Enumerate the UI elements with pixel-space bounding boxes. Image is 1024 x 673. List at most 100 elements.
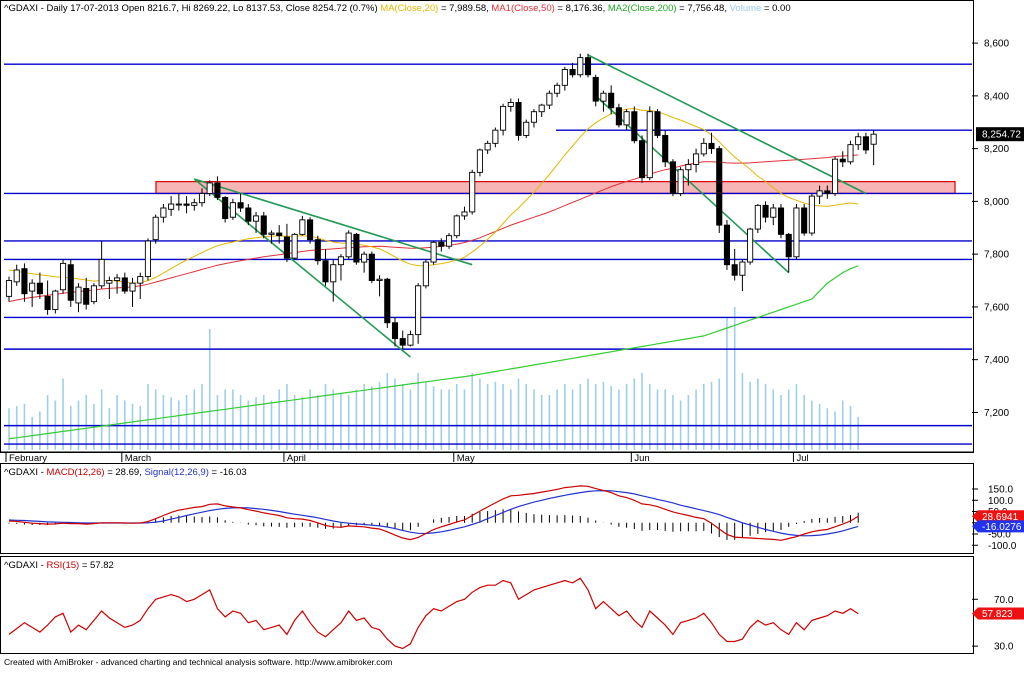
volume-bar [15,406,18,450]
candle-body [808,195,815,234]
volume-bar [834,411,836,450]
volume-bar [131,403,134,450]
volume-bar [8,408,10,450]
volume-bar [216,395,219,450]
volume-bar [317,395,319,450]
volume-bar [787,389,790,450]
volume-bar [185,395,188,450]
volume-bar [826,408,829,450]
candle-body [268,232,275,235]
candle-body [445,235,453,247]
candle-body [484,142,491,151]
volume-bar [255,397,257,450]
volume-bar [193,389,196,450]
signal-label: Signal(12,26,9) [144,467,208,478]
candle-body [361,253,368,263]
volume-bar [687,395,690,450]
candle-body [283,236,290,259]
rsi-label: RSI(15) [46,560,79,571]
month-label: May [457,453,475,464]
volume-bar [69,406,72,450]
candle-body [762,204,769,218]
candle-body [168,203,175,210]
macd-title: ^GDAXI - MACD(12,26) = 28.69, Signal(12,… [4,467,247,478]
candle-body [67,264,74,301]
ma20-value: = 7,989.58, [441,3,489,14]
volume-bar [564,384,566,450]
macd-tick-label: -50.0 [988,530,1011,541]
price-tick-label: 8,400 [984,91,1009,102]
candle-body [723,224,731,266]
volume-bar [39,411,41,450]
candle-body [669,161,676,194]
candle-body [631,111,638,142]
volume-bar [525,384,528,450]
candle-body [422,261,429,287]
candle-body [391,322,399,340]
volume-bar [795,384,798,450]
volume-bar [363,384,365,450]
candle-body [685,164,692,171]
candle-body [44,295,51,310]
candle-body [561,69,568,86]
volume-bar [772,389,775,450]
candle-body [322,260,329,283]
candle-body [5,280,13,297]
volume-bar [278,389,280,450]
candle-body [52,290,59,310]
candle-body [492,129,499,144]
macd-last-value-box [972,510,1024,523]
horizontal-levels [4,63,972,445]
month-label: April [287,453,306,464]
candle-body [330,264,337,283]
candle-body [222,196,229,219]
volume-bar [448,389,450,450]
volume-bar [371,386,373,450]
candle-body [662,134,669,163]
candle-body [345,232,352,258]
volume-bar [764,384,767,450]
last-price-label: 8,254.72 [982,130,1021,141]
volume-bar [726,318,728,450]
volume-value: = 0.00 [764,3,791,14]
candle-body [824,190,831,194]
macd-tick-label: 150.0 [988,485,1013,496]
volume-bar [533,389,535,450]
candle-body [646,111,653,179]
volume-bar [417,373,419,450]
volume-bar [818,403,821,450]
candle-body [299,219,306,235]
candle-body [291,233,298,259]
volume-bar [540,395,543,450]
candle-body [600,92,607,102]
price-title: ^GDAXI - Daily 17-07-2013 Open 8216.7, H… [4,3,791,14]
volume-bar [718,378,721,450]
candle-body [144,240,152,278]
candle-body [716,148,723,226]
candle-body [530,111,538,123]
trend-line [587,54,867,195]
month-label: Jun [634,453,649,464]
candle-body [862,136,869,151]
volume-bar [803,395,805,450]
candle-body [276,232,283,237]
volume-bar [587,378,589,450]
candle-body [214,182,221,198]
rsi-line [8,577,859,650]
volume-bar [440,389,443,450]
volume-bar [108,408,111,450]
candle-body [785,233,792,258]
volume-bar [463,389,466,450]
rsi-plot: 70.0 30.0 57.823 [8,577,1024,653]
signal-line [8,489,859,537]
volume-bar [409,389,412,450]
candle-body [36,282,43,295]
candle-body [75,286,82,304]
candle-body [160,207,167,218]
candle-body [839,158,846,163]
volume-bar [656,389,659,450]
volume-bar [324,384,327,450]
volume-bar [332,389,335,450]
volume-bar [757,378,759,450]
